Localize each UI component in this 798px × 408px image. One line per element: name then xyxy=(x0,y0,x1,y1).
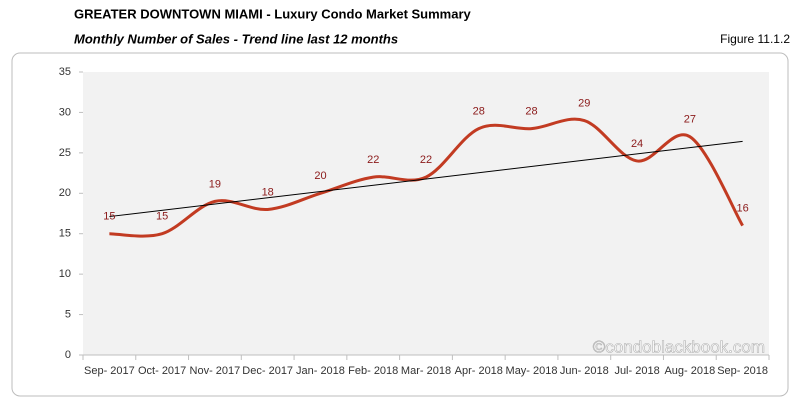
data-label: 28 xyxy=(525,106,537,118)
data-label: 18 xyxy=(262,186,274,198)
data-label: 22 xyxy=(420,154,432,166)
x-tick-label: Dec- 2017 xyxy=(242,365,293,377)
data-label: 19 xyxy=(209,178,221,190)
data-label: 28 xyxy=(473,106,485,118)
y-tick-label: 5 xyxy=(65,308,71,320)
watermark: ©condoblackbook.com xyxy=(593,337,765,356)
x-tick-label: Mar- 2018 xyxy=(401,365,451,377)
data-label: 22 xyxy=(367,154,379,166)
data-label: 15 xyxy=(156,211,168,223)
x-tick-label: Jun- 2018 xyxy=(560,365,609,377)
x-tick-label: Nov- 2017 xyxy=(190,365,241,377)
x-tick-label: Sep- 2018 xyxy=(717,365,768,377)
x-tick-label: May- 2018 xyxy=(506,365,558,377)
y-tick-label: 30 xyxy=(59,106,71,118)
x-tick-label: Aug- 2018 xyxy=(664,365,715,377)
x-tick-label: Feb- 2018 xyxy=(348,365,398,377)
x-tick-label: Oct- 2017 xyxy=(138,365,186,377)
plot-area xyxy=(83,72,769,355)
chart-subtitle: Monthly Number of Sales - Trend line las… xyxy=(74,31,398,46)
x-tick-label: Apr- 2018 xyxy=(455,365,503,377)
x-tick-label: Sep- 2017 xyxy=(84,365,135,377)
data-label: 15 xyxy=(103,211,115,223)
y-tick-label: 0 xyxy=(65,349,71,361)
data-label: 16 xyxy=(736,203,748,215)
data-label: 20 xyxy=(314,170,326,182)
data-label: 24 xyxy=(631,138,643,150)
x-tick-label: Jul- 2018 xyxy=(614,365,659,377)
y-tick-label: 10 xyxy=(59,268,71,280)
y-tick-label: 25 xyxy=(59,147,71,159)
series-line xyxy=(109,117,744,238)
y-tick-label: 15 xyxy=(59,228,71,240)
y-tick-label: 35 xyxy=(59,66,71,78)
chart-title: GREATER DOWNTOWN MIAMI - Luxury Condo Ma… xyxy=(74,6,472,21)
figure-label: Figure 11.1.2 xyxy=(720,32,790,46)
data-label: 29 xyxy=(578,97,590,109)
y-tick-label: 20 xyxy=(59,187,71,199)
data-label: 27 xyxy=(684,114,696,126)
trend-line xyxy=(109,140,743,218)
x-tick-label: Jan- 2018 xyxy=(296,365,345,377)
